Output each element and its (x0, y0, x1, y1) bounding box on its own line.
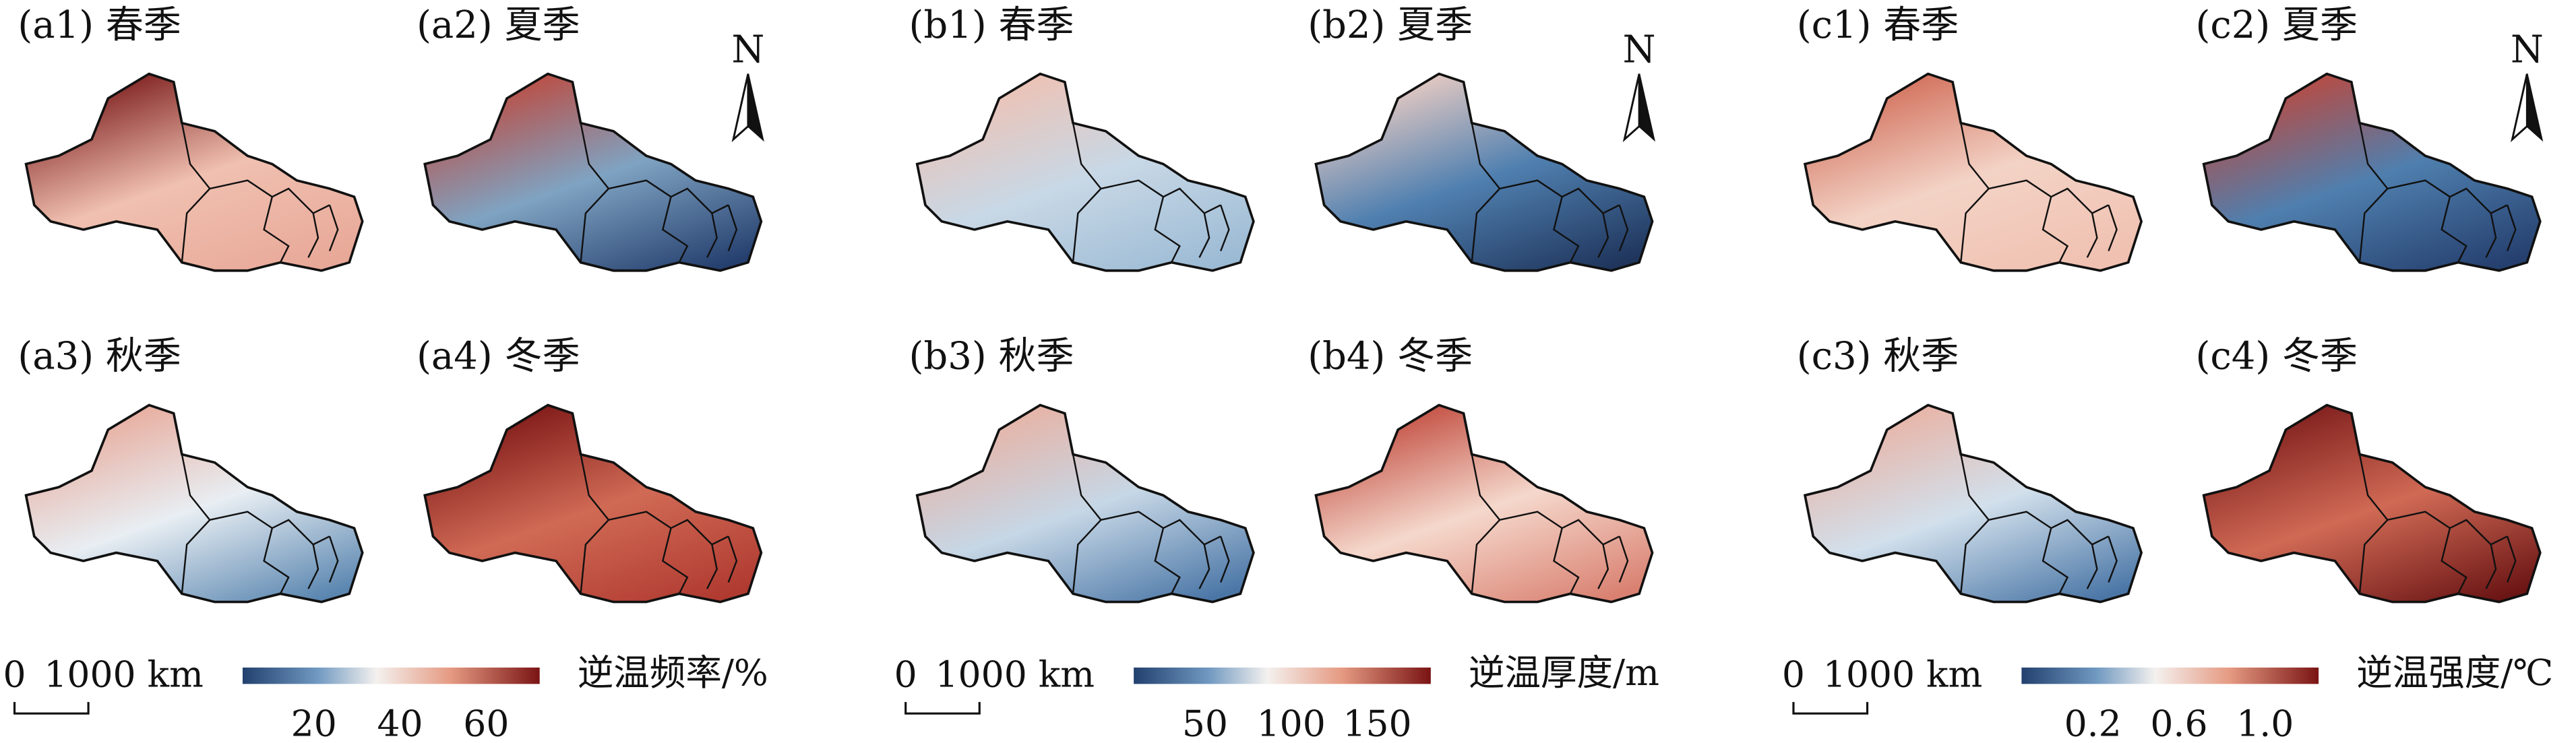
map (915, 403, 1255, 604)
scale-zero: 0 (3, 653, 26, 696)
region-fill (24, 72, 364, 272)
colorbar-title: 逆温厚度/m (1469, 651, 1659, 694)
panel-label: (c2) 夏季 (2195, 3, 2358, 47)
colorbar-tick-label: 0.2 (2064, 703, 2122, 743)
map (24, 72, 364, 272)
map (24, 403, 364, 604)
region-fill (423, 403, 763, 604)
region-fill (1804, 72, 2143, 272)
region-fill (2202, 403, 2542, 604)
colorbar-tick-label: 150 (1343, 703, 1411, 743)
region-fill (1804, 403, 2143, 604)
north-label: N (2511, 28, 2544, 71)
colorbar (242, 667, 540, 684)
north-arrow (747, 73, 764, 142)
panel-label: (b2) 夏季 (1308, 3, 1473, 47)
region-fill (915, 72, 1255, 272)
region-fill (2202, 72, 2542, 272)
region-fill (24, 403, 364, 604)
region-fill (1314, 72, 1654, 272)
colorbar-title: 逆温强度/℃ (2356, 651, 2553, 694)
region-fill (423, 72, 763, 272)
panel-label: (a1) 春季 (18, 3, 181, 47)
north-label: N (1623, 28, 1656, 71)
scale-length: 1000 km (1823, 653, 1983, 696)
panel-label: (b4) 冬季 (1308, 335, 1473, 379)
colorbar-title: 逆温频率/% (578, 651, 768, 694)
scale-bar (13, 702, 90, 715)
scale-zero: 0 (1782, 653, 1805, 696)
map (1804, 403, 2143, 604)
panel-label: (c3) 秋季 (1797, 335, 1959, 379)
colorbar-tick-label: 0.6 (2150, 703, 2207, 743)
colorbar-tick-label: 100 (1257, 703, 1326, 743)
scale-length: 1000 km (44, 653, 204, 696)
map (423, 403, 763, 604)
panel-label: (b1) 春季 (909, 3, 1074, 47)
scale-zero: 0 (894, 653, 917, 696)
panel-label: (a2) 夏季 (417, 3, 580, 47)
scale-length: 1000 km (936, 653, 1095, 696)
north-arrow (2526, 73, 2544, 142)
north-label: N (731, 28, 764, 71)
region-fill (1314, 403, 1654, 604)
panel-label: (c4) 冬季 (2195, 335, 2358, 379)
colorbar-tick-label: 60 (463, 703, 509, 743)
map (915, 72, 1255, 272)
north-arrow (1622, 73, 1640, 143)
panel-label: (c1) 春季 (1797, 3, 1959, 47)
panel-label: (b3) 秋季 (909, 335, 1074, 379)
map (2202, 403, 2542, 604)
north-arrow (2510, 73, 2528, 143)
colorbar-tick-label: 1.0 (2236, 703, 2294, 743)
map (1804, 72, 2143, 272)
north-arrow (731, 73, 749, 143)
map (423, 72, 763, 272)
colorbar-tick-label: 20 (291, 703, 337, 743)
colorbar-tick-label: 50 (1182, 703, 1228, 743)
colorbar-tick-label: 40 (377, 703, 423, 743)
colorbar (1134, 667, 1431, 684)
region-fill (915, 403, 1255, 604)
scale-bar (904, 702, 981, 715)
map (2202, 72, 2542, 272)
panel-label: (a3) 秋季 (18, 335, 181, 379)
colorbar (2021, 667, 2319, 684)
map (1314, 403, 1654, 604)
panel-label: (a4) 冬季 (417, 335, 580, 379)
north-arrow (1638, 73, 1655, 142)
map (1314, 72, 1654, 272)
scale-bar (1792, 702, 1869, 715)
